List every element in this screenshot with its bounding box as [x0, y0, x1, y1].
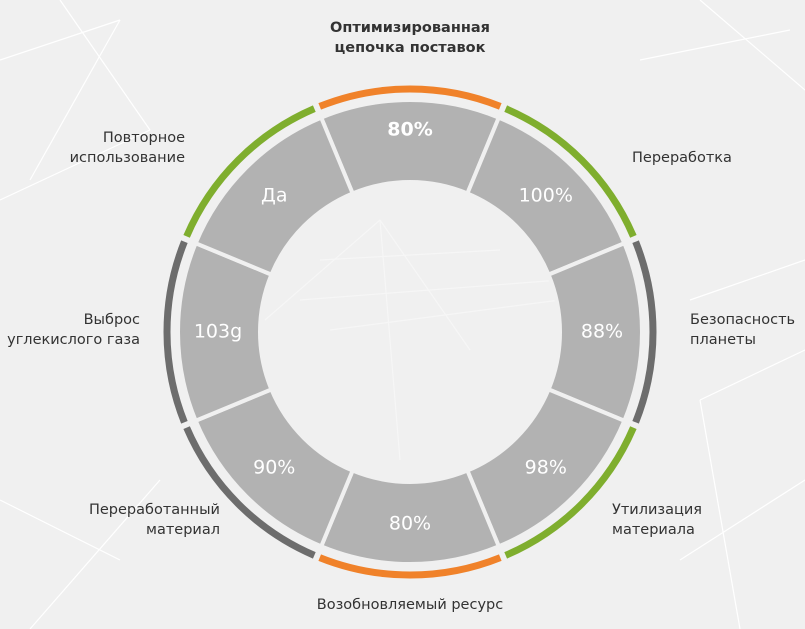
accent-arc [183, 426, 316, 559]
segment [193, 115, 356, 278]
segment-value: 90% [253, 456, 295, 478]
segment-value: 80% [387, 119, 432, 141]
segment-value: 100% [519, 185, 573, 207]
inner-hole [260, 182, 560, 482]
segment-value: 103g [194, 321, 242, 343]
segment-label: Оптимизированная [330, 20, 490, 36]
segment-value: Да [261, 185, 288, 207]
segment-label: Утилизация [612, 502, 702, 518]
accent-arc [504, 105, 637, 238]
segment-label: Переработка [632, 150, 732, 166]
segment-label: Выброс [84, 312, 140, 328]
segment-label: использование [70, 150, 185, 166]
segment-label: материал [146, 522, 220, 538]
segment-label: Повторное [103, 130, 185, 146]
accent-arc [632, 240, 657, 424]
segment-label: материала [612, 522, 695, 538]
segment-label: Возобновляемый ресурс [317, 597, 503, 613]
accent-arc [504, 426, 637, 559]
accent-arc [183, 105, 316, 238]
segment-value: 88% [581, 321, 623, 343]
segment-value: 80% [389, 513, 431, 535]
accent-arc [318, 85, 502, 110]
accent-arc [318, 554, 502, 579]
segment-label: планеты [690, 332, 756, 348]
segment-label: цепочка поставок [335, 40, 486, 56]
segment-label: Переработанный [89, 502, 220, 518]
segment-label: углекислого газа [7, 332, 140, 348]
segment-value: 98% [525, 456, 567, 478]
segment-label: Безопасность [690, 312, 795, 328]
accent-arc [163, 240, 188, 424]
